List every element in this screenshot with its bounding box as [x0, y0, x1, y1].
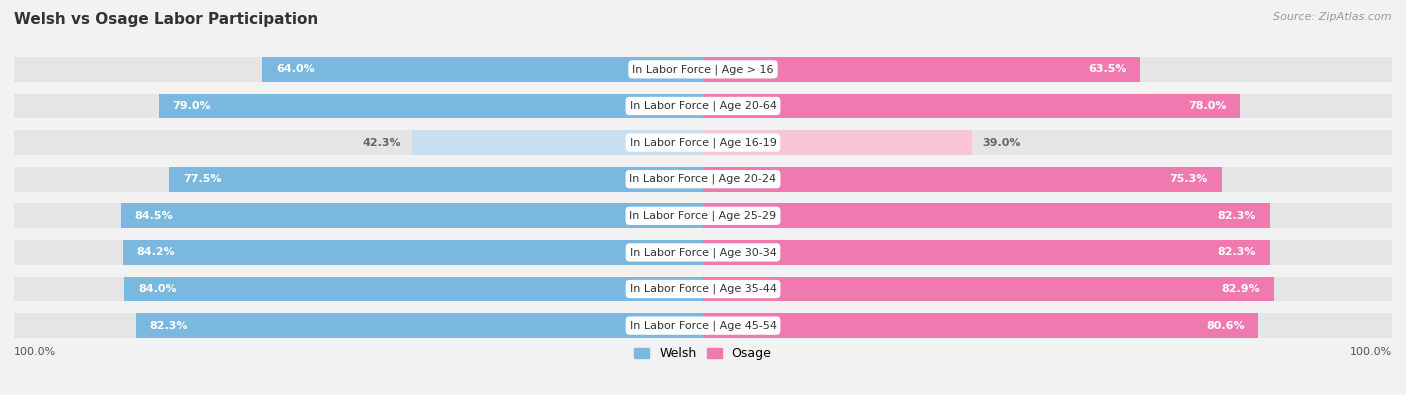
Bar — [14, 203, 703, 228]
Text: 82.3%: 82.3% — [150, 321, 188, 331]
Text: 82.9%: 82.9% — [1222, 284, 1260, 294]
Text: 77.5%: 77.5% — [183, 174, 221, 184]
Bar — [703, 167, 1392, 192]
Bar — [703, 313, 1392, 338]
Bar — [14, 276, 703, 301]
Text: In Labor Force | Age 45-54: In Labor Force | Age 45-54 — [630, 320, 776, 331]
Text: 78.0%: 78.0% — [1188, 101, 1226, 111]
Bar — [412, 130, 703, 155]
Text: In Labor Force | Age 30-34: In Labor Force | Age 30-34 — [630, 247, 776, 258]
Text: Source: ZipAtlas.com: Source: ZipAtlas.com — [1274, 12, 1392, 22]
Bar — [703, 276, 1392, 301]
Text: 84.2%: 84.2% — [136, 247, 176, 258]
Text: 100.0%: 100.0% — [14, 347, 56, 357]
Bar — [14, 313, 703, 338]
Bar — [703, 57, 1392, 82]
Text: 75.3%: 75.3% — [1170, 174, 1208, 184]
Text: 84.5%: 84.5% — [135, 211, 173, 221]
Text: 63.5%: 63.5% — [1088, 64, 1126, 74]
Text: Welsh vs Osage Labor Participation: Welsh vs Osage Labor Participation — [14, 12, 318, 27]
Bar — [14, 167, 703, 192]
Bar — [703, 57, 1140, 82]
Text: 64.0%: 64.0% — [276, 64, 315, 74]
Bar — [703, 203, 1392, 228]
Bar — [703, 167, 1222, 192]
Bar — [703, 313, 1258, 338]
Text: 82.3%: 82.3% — [1218, 211, 1256, 221]
Bar — [14, 94, 703, 118]
Bar — [122, 240, 703, 265]
Text: In Labor Force | Age > 16: In Labor Force | Age > 16 — [633, 64, 773, 75]
Legend: Welsh, Osage: Welsh, Osage — [630, 342, 776, 365]
Bar — [121, 203, 703, 228]
Bar — [703, 94, 1392, 118]
Bar — [703, 130, 1392, 155]
Bar — [14, 130, 703, 155]
Bar — [262, 57, 703, 82]
Text: 79.0%: 79.0% — [173, 101, 211, 111]
Text: In Labor Force | Age 25-29: In Labor Force | Age 25-29 — [630, 211, 776, 221]
Text: 39.0%: 39.0% — [981, 137, 1021, 148]
Bar — [703, 203, 1270, 228]
Text: In Labor Force | Age 16-19: In Labor Force | Age 16-19 — [630, 137, 776, 148]
Text: 42.3%: 42.3% — [363, 137, 401, 148]
Bar — [703, 276, 1274, 301]
Bar — [703, 94, 1240, 118]
Bar — [136, 313, 703, 338]
Text: In Labor Force | Age 35-44: In Labor Force | Age 35-44 — [630, 284, 776, 294]
Text: 82.3%: 82.3% — [1218, 247, 1256, 258]
Text: In Labor Force | Age 20-24: In Labor Force | Age 20-24 — [630, 174, 776, 184]
Bar — [169, 167, 703, 192]
Text: 100.0%: 100.0% — [1350, 347, 1392, 357]
Bar — [159, 94, 703, 118]
Text: 80.6%: 80.6% — [1206, 321, 1244, 331]
Bar — [14, 57, 703, 82]
Text: 84.0%: 84.0% — [138, 284, 177, 294]
Bar — [703, 240, 1270, 265]
Bar — [703, 130, 972, 155]
Bar — [14, 240, 703, 265]
Bar — [124, 276, 703, 301]
Bar — [703, 240, 1392, 265]
Text: In Labor Force | Age 20-64: In Labor Force | Age 20-64 — [630, 101, 776, 111]
